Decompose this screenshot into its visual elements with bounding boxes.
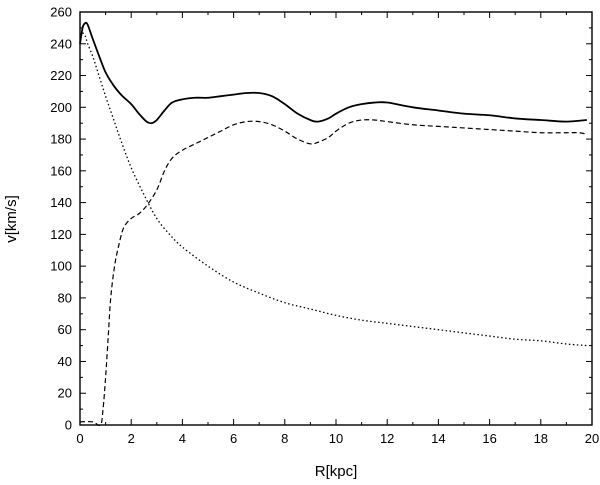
solid-curve: [79, 21, 587, 125]
x-tick-label: 12: [380, 431, 394, 446]
dashed-curve: [79, 119, 588, 427]
y-tick-label: 100: [50, 259, 72, 274]
y-tick-label: 260: [50, 5, 72, 20]
x-tick-label: 16: [482, 431, 496, 446]
x-tick-label: 0: [76, 431, 83, 446]
x-tick-label: 4: [179, 431, 186, 446]
y-tick-label: 220: [50, 68, 72, 83]
x-tick-label: 18: [534, 431, 548, 446]
y-tick-label: 20: [58, 386, 72, 401]
y-tick-label: 40: [58, 354, 72, 369]
y-tick-label: 180: [50, 132, 72, 147]
y-tick-label: 200: [50, 100, 72, 115]
y-tick-label: 80: [58, 290, 72, 305]
y-tick-label: 240: [50, 36, 72, 51]
x-tick-label: 8: [281, 431, 288, 446]
x-axis-label: R[kpc]: [315, 463, 358, 480]
x-tick-label: 14: [431, 431, 445, 446]
y-tick-label: 160: [50, 163, 72, 178]
y-axis-label: v[km/s]: [3, 195, 20, 243]
y-tick-label: 0: [65, 418, 72, 433]
y-tick-label: 60: [58, 322, 72, 337]
dotted-curve: [82, 32, 587, 347]
y-tick-label: 120: [50, 227, 72, 242]
axis-tick-labels: 0 2 4 6 8 10 12 14 16 18 2002040608010012014016018…: [50, 5, 599, 447]
x-tick-label: 2: [128, 431, 135, 446]
data-curves: [79, 21, 588, 427]
x-tick-label: 6: [230, 431, 237, 446]
axis-ticks: [79, 11, 593, 426]
x-tick-label: 20: [585, 431, 599, 446]
y-tick-label: 140: [50, 195, 72, 210]
x-tick-label: 10: [329, 431, 343, 446]
